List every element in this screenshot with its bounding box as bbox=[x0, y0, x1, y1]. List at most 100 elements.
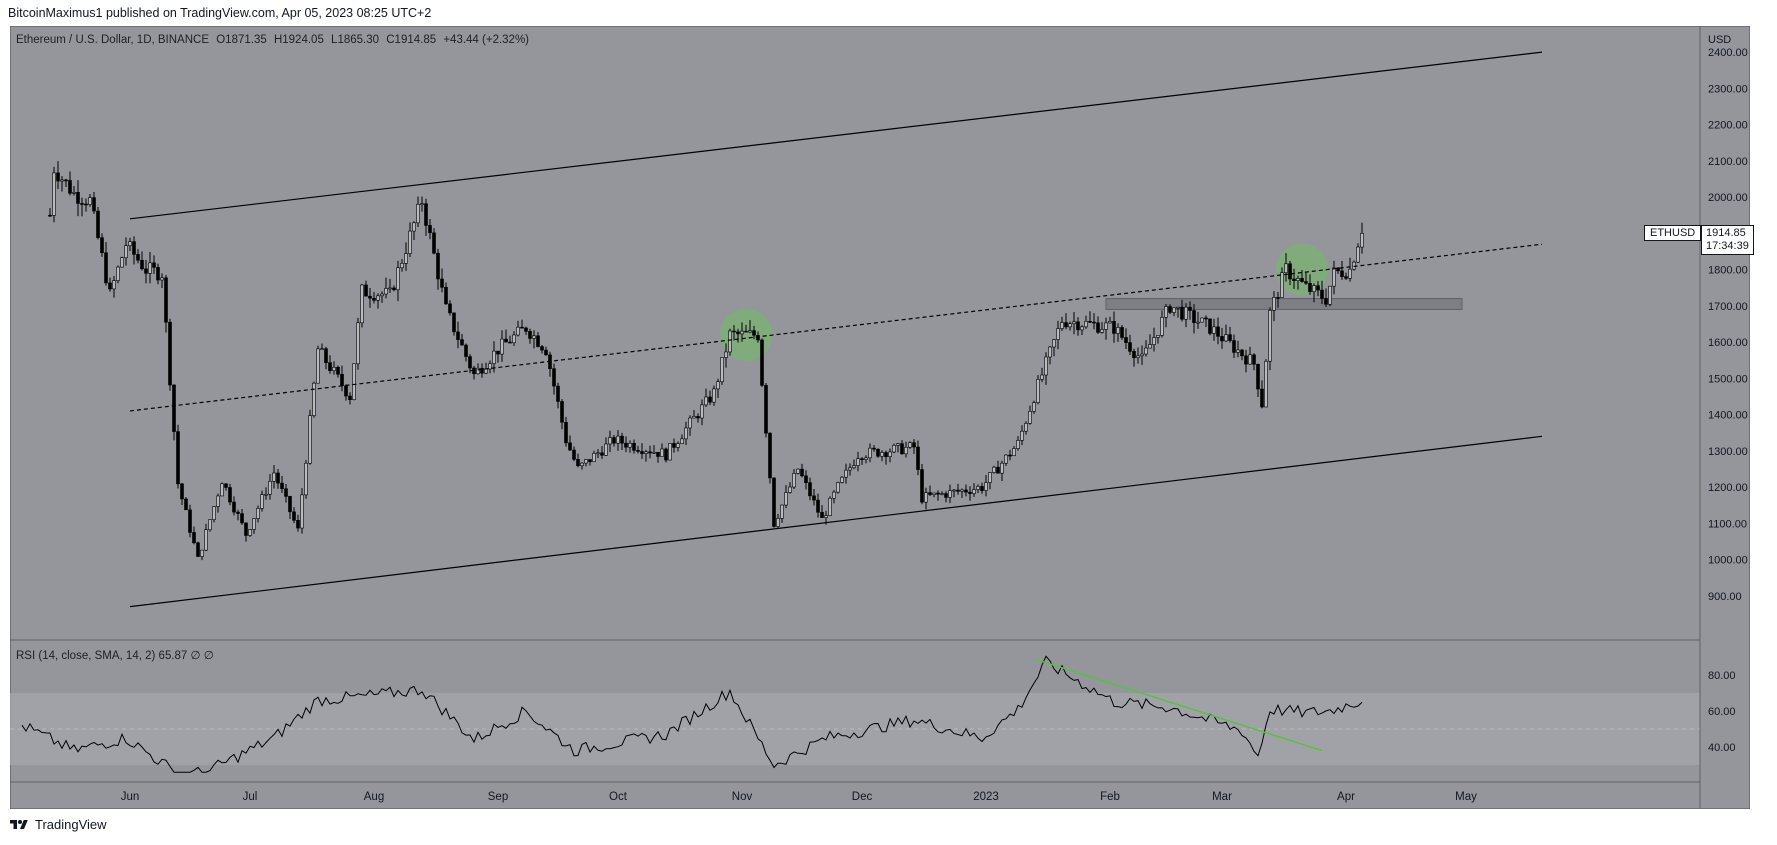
candle-body bbox=[884, 452, 888, 457]
candle-body bbox=[684, 427, 688, 440]
candle-body bbox=[180, 483, 184, 500]
candle-body bbox=[764, 385, 768, 434]
y-tick-label: 1500.00 bbox=[1708, 373, 1748, 385]
y-tick-label: 1300.00 bbox=[1708, 446, 1748, 458]
candle-body bbox=[1320, 289, 1324, 299]
candle-body bbox=[1020, 430, 1024, 441]
candle-body bbox=[984, 482, 988, 491]
candle-body bbox=[672, 443, 676, 448]
candle-body bbox=[316, 348, 320, 384]
candle-body bbox=[1008, 454, 1012, 457]
candle-body bbox=[364, 284, 368, 297]
candle-body bbox=[1112, 321, 1116, 334]
candle-body bbox=[840, 476, 844, 483]
candle-body bbox=[464, 344, 468, 357]
candle-body bbox=[600, 452, 604, 456]
rsi-trendline[interactable] bbox=[1033, 658, 1323, 752]
candle-body bbox=[716, 381, 720, 390]
channel-lower-line[interactable] bbox=[129, 435, 1543, 608]
candle-body bbox=[348, 395, 352, 401]
candle-body bbox=[1360, 233, 1364, 248]
candle-body bbox=[244, 522, 248, 536]
candle-body bbox=[1004, 454, 1008, 464]
candle-body bbox=[1168, 306, 1172, 313]
candle-body bbox=[1120, 327, 1124, 338]
candle-body bbox=[68, 180, 72, 194]
close-label: C bbox=[386, 34, 395, 46]
candle-body bbox=[324, 348, 328, 363]
candle-body bbox=[436, 252, 440, 280]
candle-body bbox=[736, 331, 740, 335]
low-value: 1865.30 bbox=[337, 34, 380, 46]
candle-body bbox=[1128, 342, 1132, 352]
candle-body bbox=[936, 492, 940, 495]
candle-body bbox=[552, 368, 556, 387]
candle-body bbox=[1104, 322, 1108, 330]
candle-body bbox=[1092, 321, 1096, 324]
candle-body bbox=[896, 443, 900, 446]
candle-body bbox=[908, 442, 912, 448]
candle-body bbox=[592, 453, 596, 463]
candle-body bbox=[228, 487, 232, 503]
symbol-title[interactable]: Ethereum / U.S. Dollar, 1D, BINANCE bbox=[16, 34, 210, 46]
candle-body bbox=[460, 339, 464, 346]
rsi-title[interactable]: RSI (14, close, SMA, 14, 2) bbox=[16, 650, 156, 662]
close-value: 1914.85 bbox=[394, 34, 437, 46]
open-value: 1871.35 bbox=[225, 34, 267, 46]
candle-body bbox=[640, 451, 644, 454]
x-tick-label: Apr bbox=[1337, 791, 1355, 803]
candle-body bbox=[540, 346, 544, 351]
candle-body bbox=[980, 486, 984, 491]
rsi-line bbox=[21, 655, 1363, 773]
footer-brand: TradingView bbox=[35, 817, 107, 832]
channel-upper-line[interactable] bbox=[129, 51, 1543, 220]
chart-frame[interactable] bbox=[10, 26, 1750, 809]
candle-body bbox=[188, 509, 192, 533]
candle-body bbox=[588, 459, 592, 463]
candle-body bbox=[72, 192, 76, 194]
tradingview-logo-icon bbox=[10, 819, 28, 829]
candle-body bbox=[944, 493, 948, 498]
candle-body bbox=[1324, 298, 1328, 305]
candle-body bbox=[320, 348, 324, 350]
candle-body bbox=[496, 350, 500, 355]
candle-body bbox=[516, 326, 520, 336]
rsi-extra: ∅ ∅ bbox=[190, 650, 214, 662]
candle-body bbox=[1048, 346, 1052, 358]
candle-body bbox=[420, 203, 424, 205]
candle-body bbox=[1348, 268, 1352, 279]
candle-body bbox=[468, 356, 472, 369]
candle-body bbox=[788, 486, 792, 493]
candle-body bbox=[448, 303, 452, 314]
x-tick-label: Nov bbox=[732, 791, 753, 803]
candle-body bbox=[1260, 388, 1264, 408]
support-zone[interactable] bbox=[1105, 298, 1463, 310]
x-tick-label: Dec bbox=[852, 791, 873, 803]
candle-body bbox=[408, 230, 412, 254]
candle-body bbox=[152, 262, 156, 268]
candle-body bbox=[388, 287, 392, 290]
candle-body bbox=[300, 494, 304, 529]
candle-body bbox=[428, 225, 432, 234]
candle-body bbox=[1292, 278, 1296, 281]
candle-body bbox=[780, 504, 784, 519]
candle-body bbox=[1276, 297, 1280, 299]
candle-body bbox=[1040, 374, 1044, 380]
candle-body bbox=[572, 449, 576, 460]
candle-body bbox=[864, 457, 868, 461]
candle-body bbox=[200, 549, 204, 557]
candle-body bbox=[1268, 310, 1272, 362]
candle-body bbox=[1264, 360, 1268, 408]
candle-body bbox=[1204, 317, 1208, 320]
candle-body bbox=[296, 520, 300, 529]
x-tick-label: Oct bbox=[609, 791, 628, 803]
candle-body bbox=[904, 446, 908, 455]
candle-body bbox=[812, 495, 816, 501]
candle-body bbox=[820, 511, 824, 518]
candle-body bbox=[776, 518, 780, 527]
channel-mid-line[interactable] bbox=[129, 243, 1543, 412]
candle-body bbox=[416, 204, 420, 224]
x-tick-label: Jun bbox=[121, 791, 140, 803]
x-tick-label: May bbox=[1455, 791, 1477, 803]
